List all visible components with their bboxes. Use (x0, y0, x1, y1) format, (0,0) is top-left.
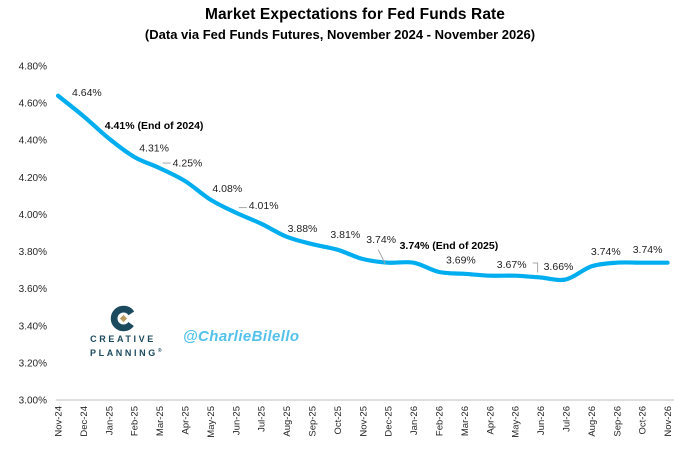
x-axis-tick-label: Jan-25 (104, 406, 115, 435)
data-point-label: 3.66% (544, 261, 574, 273)
data-point-label: 3.88% (288, 223, 318, 235)
x-axis-tick-label: Jun-26 (536, 406, 547, 435)
y-axis-tick-label: 4.60% (19, 99, 47, 110)
chart-subtitle: (Data via Fed Funds Futures, November 20… (144, 27, 536, 42)
data-point-label: 3.74% (End of 2025) (400, 240, 499, 252)
x-axis-tick-label: Feb-25 (130, 406, 141, 436)
x-axis-tick-label: Oct-25 (333, 406, 344, 435)
label-leader-line (377, 249, 386, 264)
data-point-label: 3.69% (446, 254, 476, 266)
x-axis-tick-label: Apr-25 (181, 406, 192, 435)
x-axis-tick-label: Jul-26 (562, 406, 573, 432)
creative-planning-logomark-icon (110, 305, 136, 332)
x-axis-tick-label: Nov-26 (663, 406, 674, 437)
y-axis-tick-label: 3.40% (19, 321, 47, 332)
x-axis-tick-label: Nov-24 (54, 406, 65, 437)
x-axis-tick-label: May-26 (511, 406, 522, 438)
registered-mark: ® (157, 347, 162, 354)
data-point-label: 4.01% (249, 200, 279, 212)
y-axis-tick-label: 3.80% (19, 247, 47, 258)
charliebilello-handle: @CharlieBilello (183, 328, 300, 345)
x-axis-tick-label: Oct-26 (638, 406, 649, 435)
data-point-label: 3.74% (591, 246, 621, 258)
data-point-label: 4.41% (End of 2024) (105, 120, 204, 132)
data-point-label: 3.67% (497, 259, 527, 271)
x-axis-tick-label: Aug-25 (282, 406, 293, 437)
data-point-label: 3.74% (633, 244, 663, 256)
logo-wordmark-line1: CREATIVE (90, 334, 156, 344)
x-axis-tick-label: Apr-26 (485, 406, 496, 435)
label-leader-line (532, 262, 539, 273)
fed-funds-expectation-line (55, 93, 670, 283)
x-axis-tick-label: Jan-26 (409, 406, 420, 435)
x-axis-tick-label: Mar-25 (155, 406, 166, 436)
y-axis-tick-label: 4.00% (19, 210, 47, 221)
data-point-label: 4.08% (212, 183, 242, 195)
x-axis-tick-label: Sep-25 (308, 406, 319, 437)
y-axis-tick-label: 4.20% (19, 173, 47, 184)
data-point-label: 3.81% (330, 229, 360, 241)
data-point-label: 4.64% (72, 87, 102, 99)
x-axis-tick-label: Mar-26 (460, 406, 471, 436)
y-axis-tick-label: 3.00% (19, 396, 47, 407)
y-axis-tick-label: 4.80% (19, 62, 47, 73)
logo-wordmark-line2: PLANNING® (90, 347, 162, 358)
data-point-label: 3.74% (366, 234, 396, 246)
chart-title: Market Expectations for Fed Funds Rate (204, 6, 506, 23)
x-axis-tick-label: Sep-26 (612, 406, 623, 437)
data-point-label: 4.31% (139, 142, 169, 154)
x-axis-tick-label: May-25 (206, 406, 217, 438)
y-axis-tick-label: 3.60% (19, 284, 47, 295)
x-axis-tick-label: Jul-25 (257, 406, 268, 432)
data-point-label: 4.25% (173, 158, 203, 170)
creative-planning-logo: CREATIVE PLANNING® (90, 305, 162, 359)
x-axis-tick-label: Feb-26 (435, 406, 446, 436)
x-axis-tick-label: Jun-25 (231, 406, 242, 435)
y-axis-tick-label: 3.20% (19, 358, 47, 369)
y-axis-tick-label: 4.40% (19, 136, 47, 147)
x-axis-tick-label: Aug-26 (587, 406, 598, 437)
x-axis-tick-label: Dec-24 (79, 406, 90, 437)
x-axis-tick-label: Nov-25 (358, 406, 369, 437)
x-axis-tick-label: Dec-25 (384, 406, 395, 437)
